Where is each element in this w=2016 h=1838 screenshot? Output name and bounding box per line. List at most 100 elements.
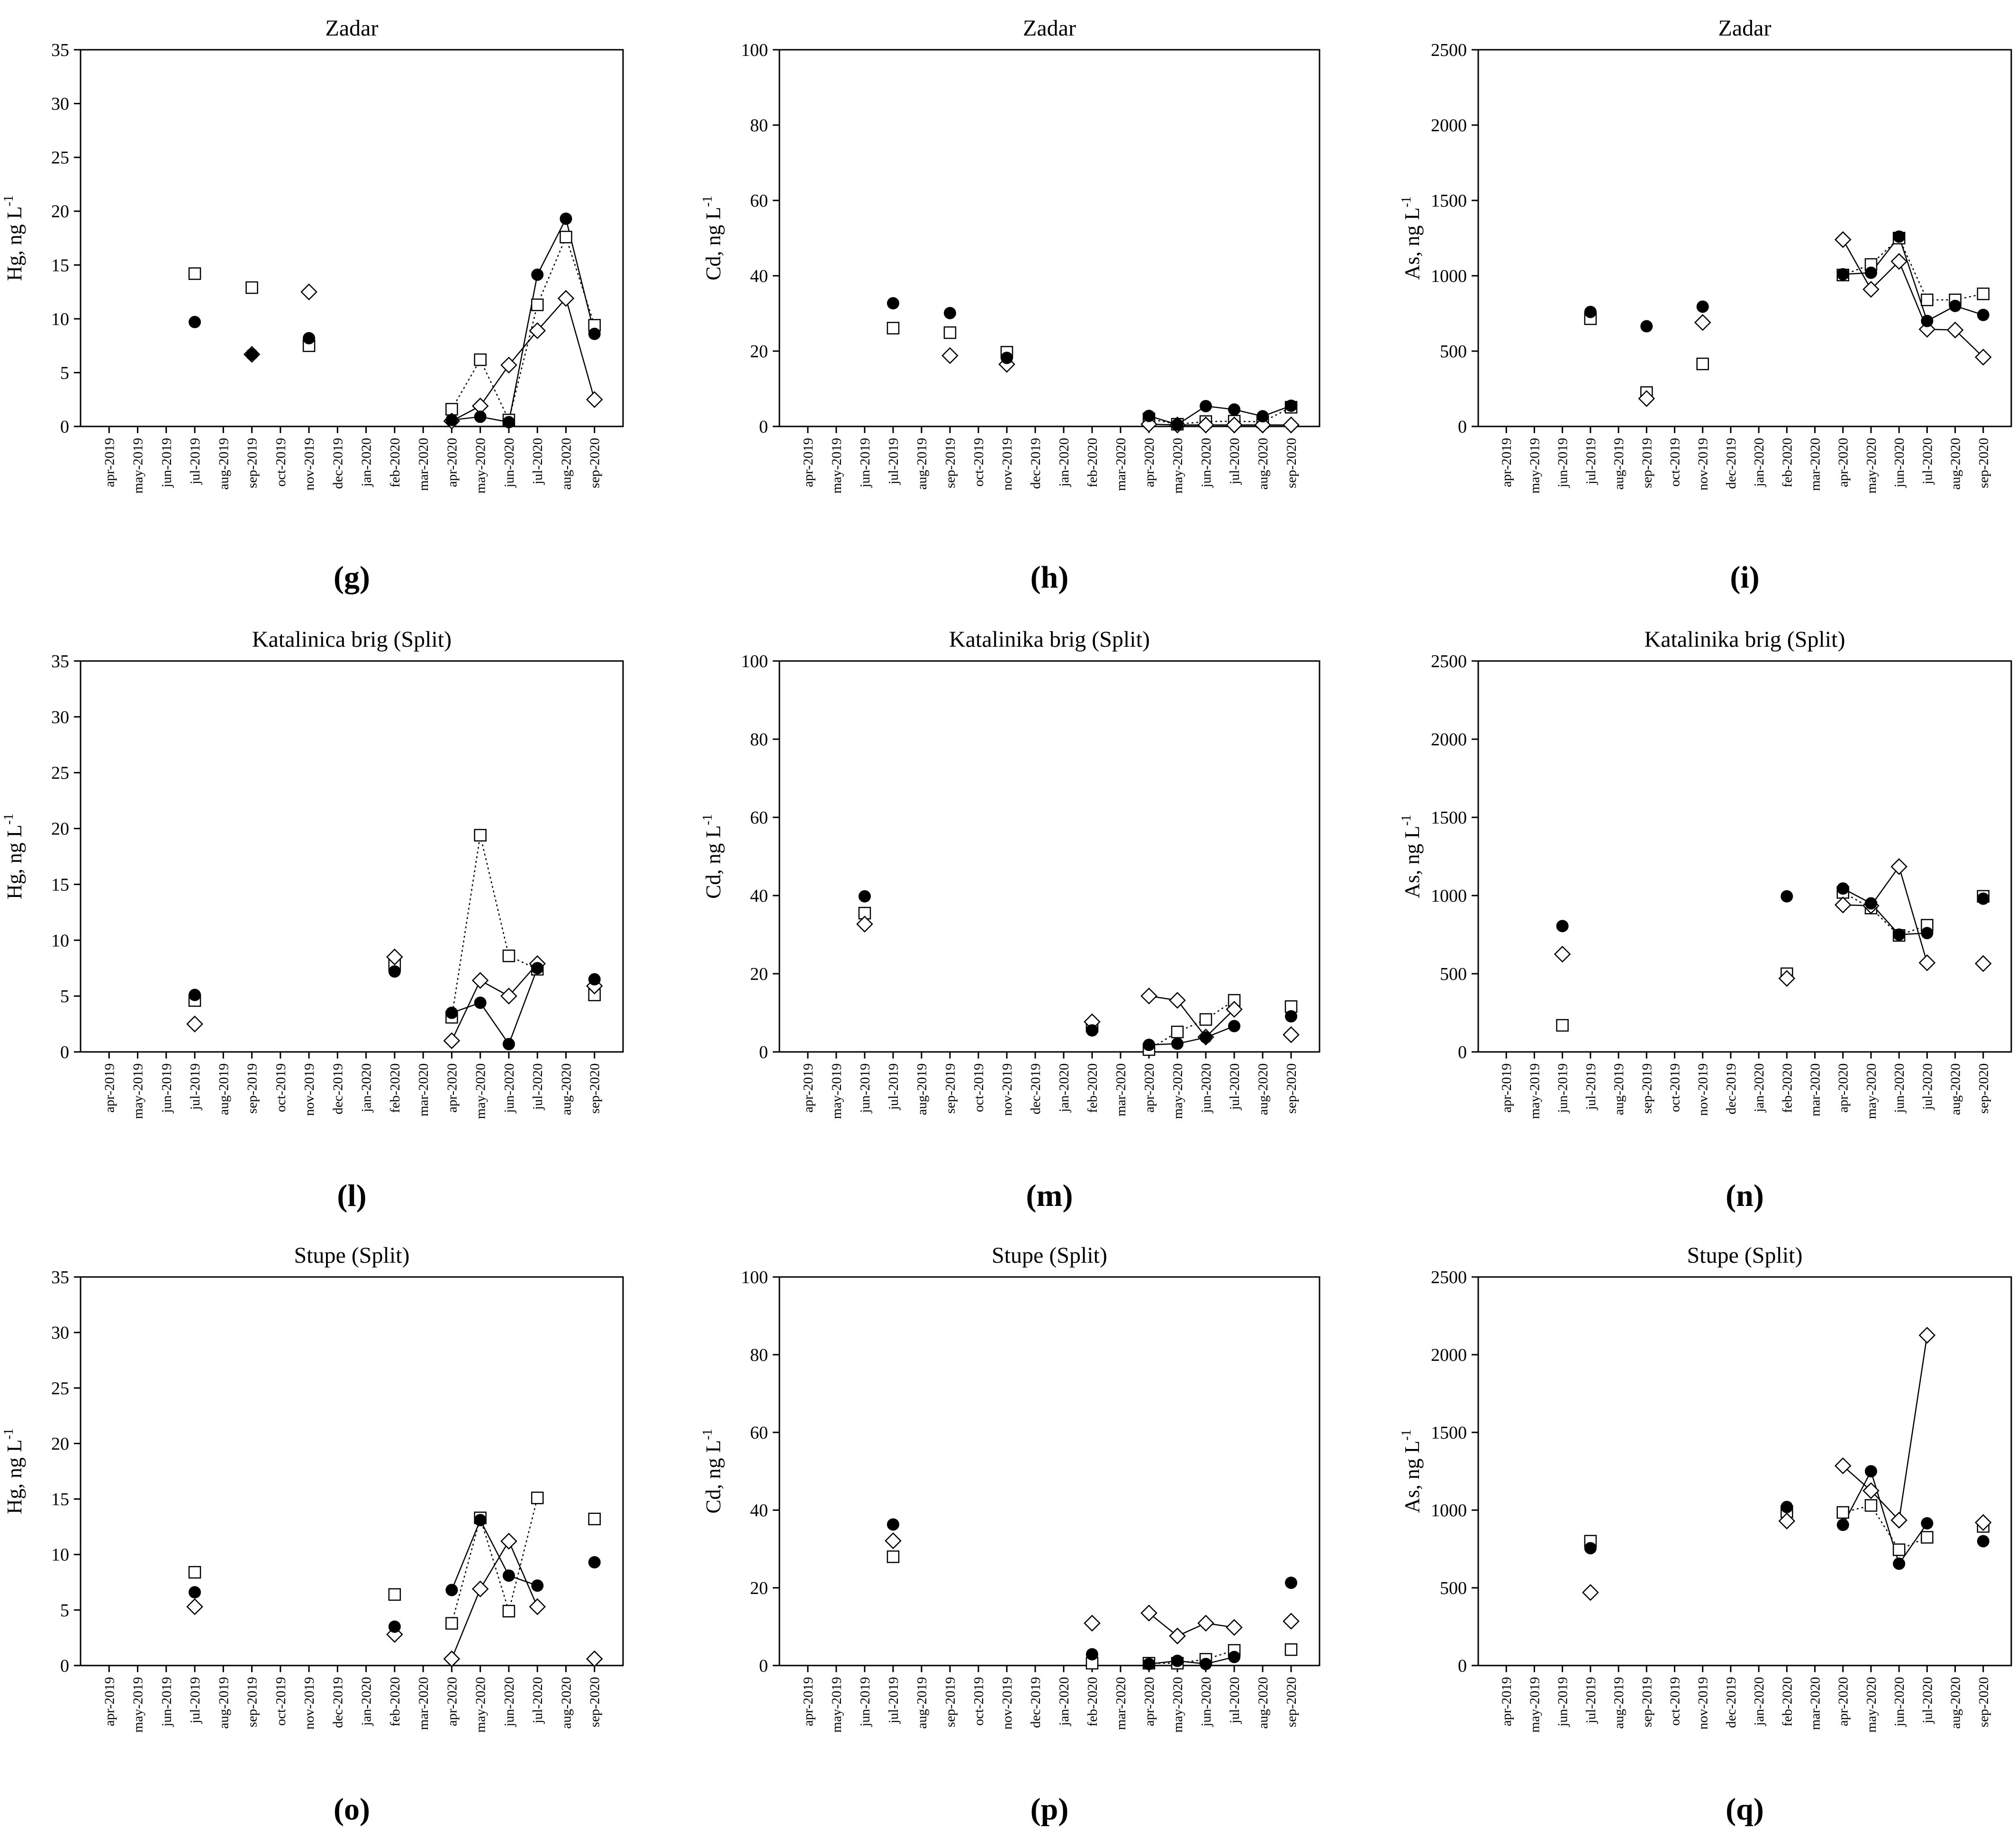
data-point-diamond [1890,1512,1908,1529]
series-line-diamond [537,298,567,331]
data-point-diamond [471,972,489,989]
series-line-circle [451,1520,481,1591]
x-tick-label: jan-2020 [359,1677,374,1726]
x-tick-label: jul-2020 [1920,438,1935,485]
x-tick-label: oct-2019 [273,438,289,487]
data-point-diamond [1778,970,1796,987]
data-point-diamond [1975,1514,1992,1531]
x-tick-label: feb-2020 [1780,438,1795,488]
data-point-circle [1171,1655,1184,1667]
x-tick-label: mar-2020 [1113,438,1129,491]
x-tick-label: jul-2019 [886,1063,901,1110]
x-tick-label: jun-2019 [1555,1677,1571,1727]
data-point-diamond [1862,1482,1880,1499]
y-axis-label: As, ng L-1 [1399,815,1424,898]
y-tick-label: 60 [750,191,768,211]
plot-frame [778,660,1320,1053]
x-tick-label: may-2019 [1527,1063,1542,1119]
data-point-diamond [1890,253,1908,270]
x-tick-label: feb-2020 [1780,1063,1795,1113]
data-point-diamond [1554,945,1571,963]
y-tick-label: 2500 [1431,652,1467,671]
data-point-circle [445,1006,458,1019]
panel-label: (n) [1726,1178,1764,1213]
data-point-circle [1921,315,1934,327]
y-axis-element: Cd [702,1489,725,1513]
x-tick-label: mar-2020 [416,438,431,491]
x-tick-label: nov-2019 [1696,438,1711,490]
data-point-square [1921,1531,1934,1544]
x-tick-label: nov-2019 [1696,1677,1711,1729]
y-tick-label: 40 [750,266,768,286]
data-point-square [1284,1643,1298,1656]
x-tick-label: may-2019 [829,1677,844,1733]
x-tick-label: may-2019 [131,1063,146,1119]
x-tick-label: feb-2020 [1085,1063,1100,1113]
x-tick-label: aug-2020 [1948,1677,1963,1729]
x-tick-label: dec-2019 [330,1677,345,1728]
x-tick-label: dec-2019 [1724,438,1739,489]
x-tick-label: aug-2020 [559,1063,574,1115]
x-tick-label: apr-2019 [102,1063,117,1113]
data-point-diamond [1169,992,1186,1009]
series-line-diamond [1205,1009,1235,1038]
data-point-circle [1781,890,1793,903]
data-point-square [1921,293,1934,307]
data-point-diamond [1197,416,1214,434]
data-point-diamond [1226,1619,1243,1636]
series-line-diamond [451,980,481,1041]
data-point-circle [531,1579,544,1592]
x-tick-label: sep-2019 [943,438,958,488]
y-tick-label: 35 [51,652,69,671]
y-axis-element: As [1401,875,1424,898]
series-line-circle [1898,1523,1928,1564]
y-tick-label: 2500 [1431,1268,1467,1287]
x-tick-label: sep-2019 [245,1063,260,1114]
x-tick-label: aug-2020 [1948,1063,1963,1115]
x-tick-label: aug-2020 [559,1677,574,1729]
series-line-diamond [565,298,595,400]
data-point-circle [1228,1650,1240,1663]
series-line-diamond [1898,1335,1928,1521]
chart-panel-n: Katalinika brig (Split) 0 500 1000 1500 2000 2… [1399,627,2012,1213]
y-axis-label: Hg, ng L-1 [1,195,26,281]
x-tick-label: apr-2019 [801,1677,816,1726]
x-tick-label: may-2019 [131,1677,146,1733]
data-point-diamond [1582,1584,1599,1601]
y-axis-exponent: -1 [1,1429,16,1440]
y-tick-label: 20 [750,1578,768,1598]
y-axis-label: Hg, ng L-1 [1,1429,26,1514]
x-tick-label: jul-2019 [1583,1063,1599,1110]
x-tick-label: sep-2020 [1284,1063,1299,1114]
data-point-diamond [529,1598,546,1615]
data-point-diamond [1975,348,1992,366]
x-tick-label: may-2020 [1170,1677,1185,1733]
data-point-diamond [1778,1512,1796,1530]
y-axis-exponent: -1 [700,196,715,207]
x-tick-label: jul-2019 [188,1677,203,1724]
x-tick-label: sep-2019 [245,1677,260,1727]
y-tick-label: 1500 [1431,191,1467,211]
x-tick-label: jun-2019 [858,1677,873,1727]
plot-frame [778,1276,1320,1666]
data-point-circle [388,965,401,978]
x-tick-label: jun-2019 [159,438,174,488]
series-line-square [479,359,510,420]
x-tick-label: oct-2019 [971,1063,986,1112]
data-point-circle [588,327,601,340]
data-point-circle [1171,418,1184,431]
x-tick-label: sep-2020 [1976,1063,1991,1114]
x-tick-label: mar-2020 [1113,1677,1129,1730]
chart-panel-o: Stupe (Split) 0 5 10 15 20 25 30 35 apr-2019 may-2… [1,1243,624,1827]
y-tick-label: 80 [750,730,768,750]
y-tick-label: 0 [1458,1656,1467,1676]
data-point-diamond [1254,416,1271,434]
y-tick-label: 2000 [1431,1345,1467,1365]
series-line-square [451,359,481,410]
x-tick-label: aug-2020 [1256,1677,1271,1729]
x-tick-label: dec-2019 [1028,438,1043,489]
chart-panel-g: Zadar 0 5 10 15 20 25 30 35 apr-2019 may-2019 jun-2… [1,16,624,595]
y-tick-label: 500 [1440,342,1467,362]
data-point-square [1892,1543,1906,1556]
chart-title: Katalinika brig (Split) [949,627,1150,652]
